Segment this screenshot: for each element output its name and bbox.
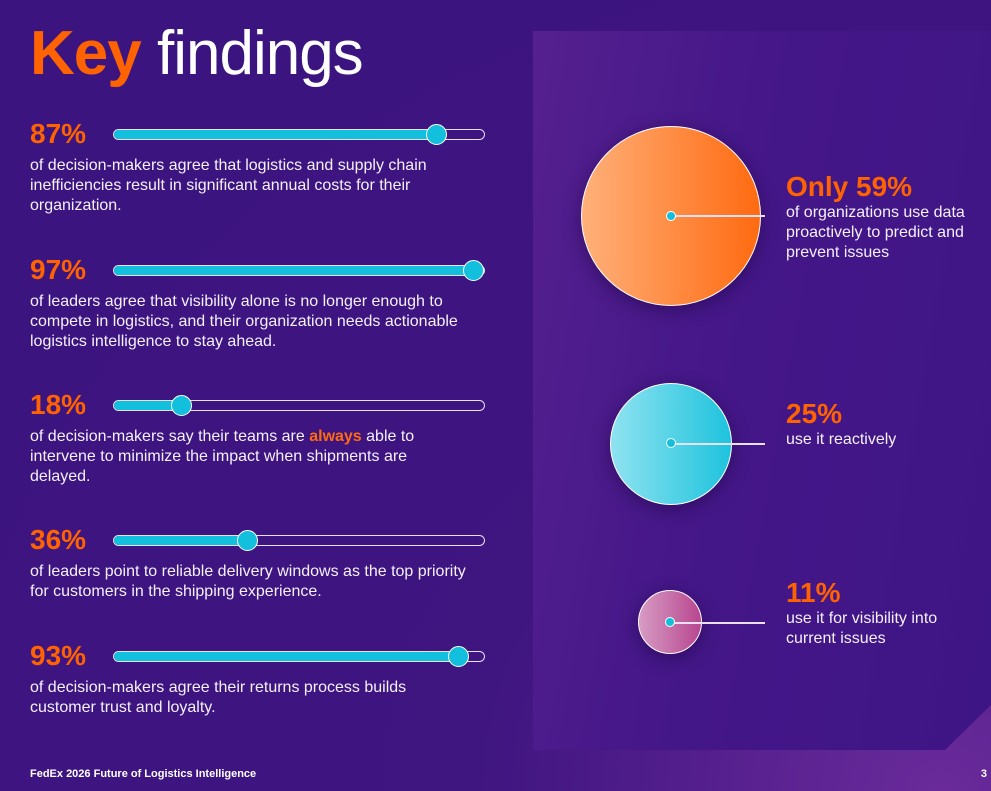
progress-knob [170, 395, 192, 416]
progress-bar [113, 260, 485, 281]
text-before: of decision-makers say their teams are [30, 428, 310, 445]
stat-proactive: Only 59% of organizations use data proac… [786, 171, 966, 263]
finding-text: of decision-makers say their teams are a… [30, 427, 470, 487]
stat-value: 11% [786, 577, 841, 608]
progress-bar [113, 395, 485, 416]
title-rest: findings [156, 19, 364, 88]
emphasis: always [309, 428, 362, 445]
stat-reactive: 25% use it reactively [786, 398, 966, 450]
stat-visibility: 11% use it for visibility into current i… [786, 577, 966, 649]
circle-center-dot [665, 617, 675, 627]
progress-fill [114, 652, 459, 661]
finding-value: 18% [30, 389, 87, 420]
progress-bar [113, 646, 485, 667]
stat-value: 25% [786, 398, 843, 429]
progress-knob [425, 124, 447, 145]
finding-value: 36% [30, 524, 87, 555]
stat-text: of organizations use data proactively to… [786, 204, 965, 261]
progress-bar [113, 530, 485, 551]
connector-line [671, 443, 765, 445]
stat-value: Only 59% [786, 171, 913, 202]
progress-fill [114, 130, 436, 139]
finding-value: 97% [30, 254, 87, 285]
progress-knob [462, 260, 484, 281]
title-accent: Key [30, 19, 142, 88]
finding-text: of decision-makers agree that logistics … [30, 157, 427, 214]
progress-fill [114, 401, 181, 410]
progress-bar [113, 124, 485, 145]
progress-fill [114, 266, 473, 275]
connector-line [671, 215, 765, 217]
stat-text: use it for visibility into current issue… [786, 610, 938, 647]
progress-fill [114, 536, 248, 545]
finding-value: 87% [30, 118, 87, 149]
finding-text: of leaders agree that visibility alone i… [30, 293, 458, 350]
connector-line [670, 622, 765, 624]
text-after: able to intervene to minimize the impact… [30, 428, 415, 485]
circle-center-dot [666, 211, 676, 221]
footer-label: FedEx 2026 Future of Logistics Intellige… [30, 768, 257, 780]
progress-knob [448, 646, 470, 667]
finding-text: of decision-makers agree their returns p… [30, 679, 407, 716]
page-number: 3 [980, 768, 987, 780]
page-title: Key findings [30, 18, 364, 90]
finding-value: 93% [30, 640, 87, 671]
finding-text: of leaders point to reliable delivery wi… [30, 563, 466, 600]
stat-text: use it reactively [786, 431, 897, 448]
circle-center-dot [666, 438, 676, 448]
progress-knob [237, 530, 259, 551]
